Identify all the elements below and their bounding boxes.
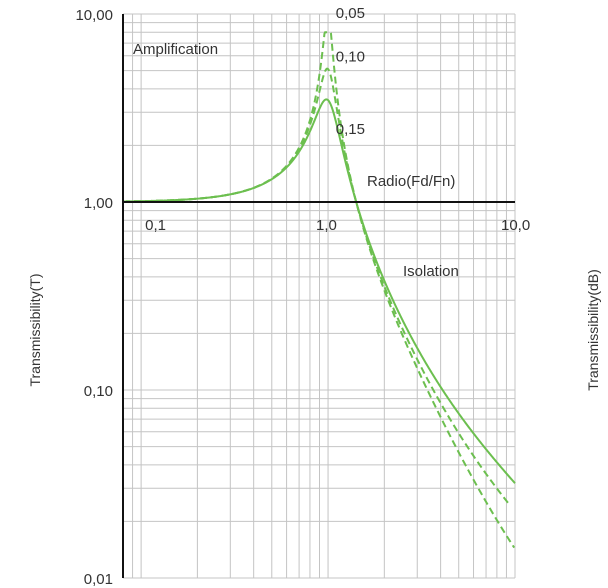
curves — [122, 31, 516, 549]
x-tick-label: 0,1 — [145, 217, 166, 234]
series-label: 0,10 — [336, 48, 365, 65]
series-line-0-15 — [122, 98, 516, 484]
labels: Transmissibility(T) Transmissibility(dB)… — [27, 5, 601, 588]
amplification-label: Amplification — [133, 41, 218, 58]
y-axis-label-right: Transmissibility(dB) — [585, 269, 601, 391]
grid — [123, 13, 516, 579]
y-tick-label: 0,01 — [84, 571, 113, 588]
x-tick-label: 1,0 — [316, 217, 337, 234]
isolation-label: Isolation — [403, 263, 459, 280]
series-line-0-05 — [122, 31, 516, 549]
y-tick-label: 1,00 — [84, 195, 113, 212]
y-tick-label: 10,00 — [75, 7, 113, 24]
series-line-0-10 — [122, 67, 510, 505]
x-tick-label: 10,0 — [501, 217, 530, 234]
ratio-label: Radio(Fd/Fn) — [367, 173, 455, 190]
series-label: 0,05 — [336, 5, 365, 22]
series-label: 0,15 — [336, 121, 365, 138]
axes — [122, 14, 515, 578]
y-tick-label: 0,10 — [84, 383, 113, 400]
y-axis-label-left: Transmissibility(T) — [27, 273, 43, 386]
